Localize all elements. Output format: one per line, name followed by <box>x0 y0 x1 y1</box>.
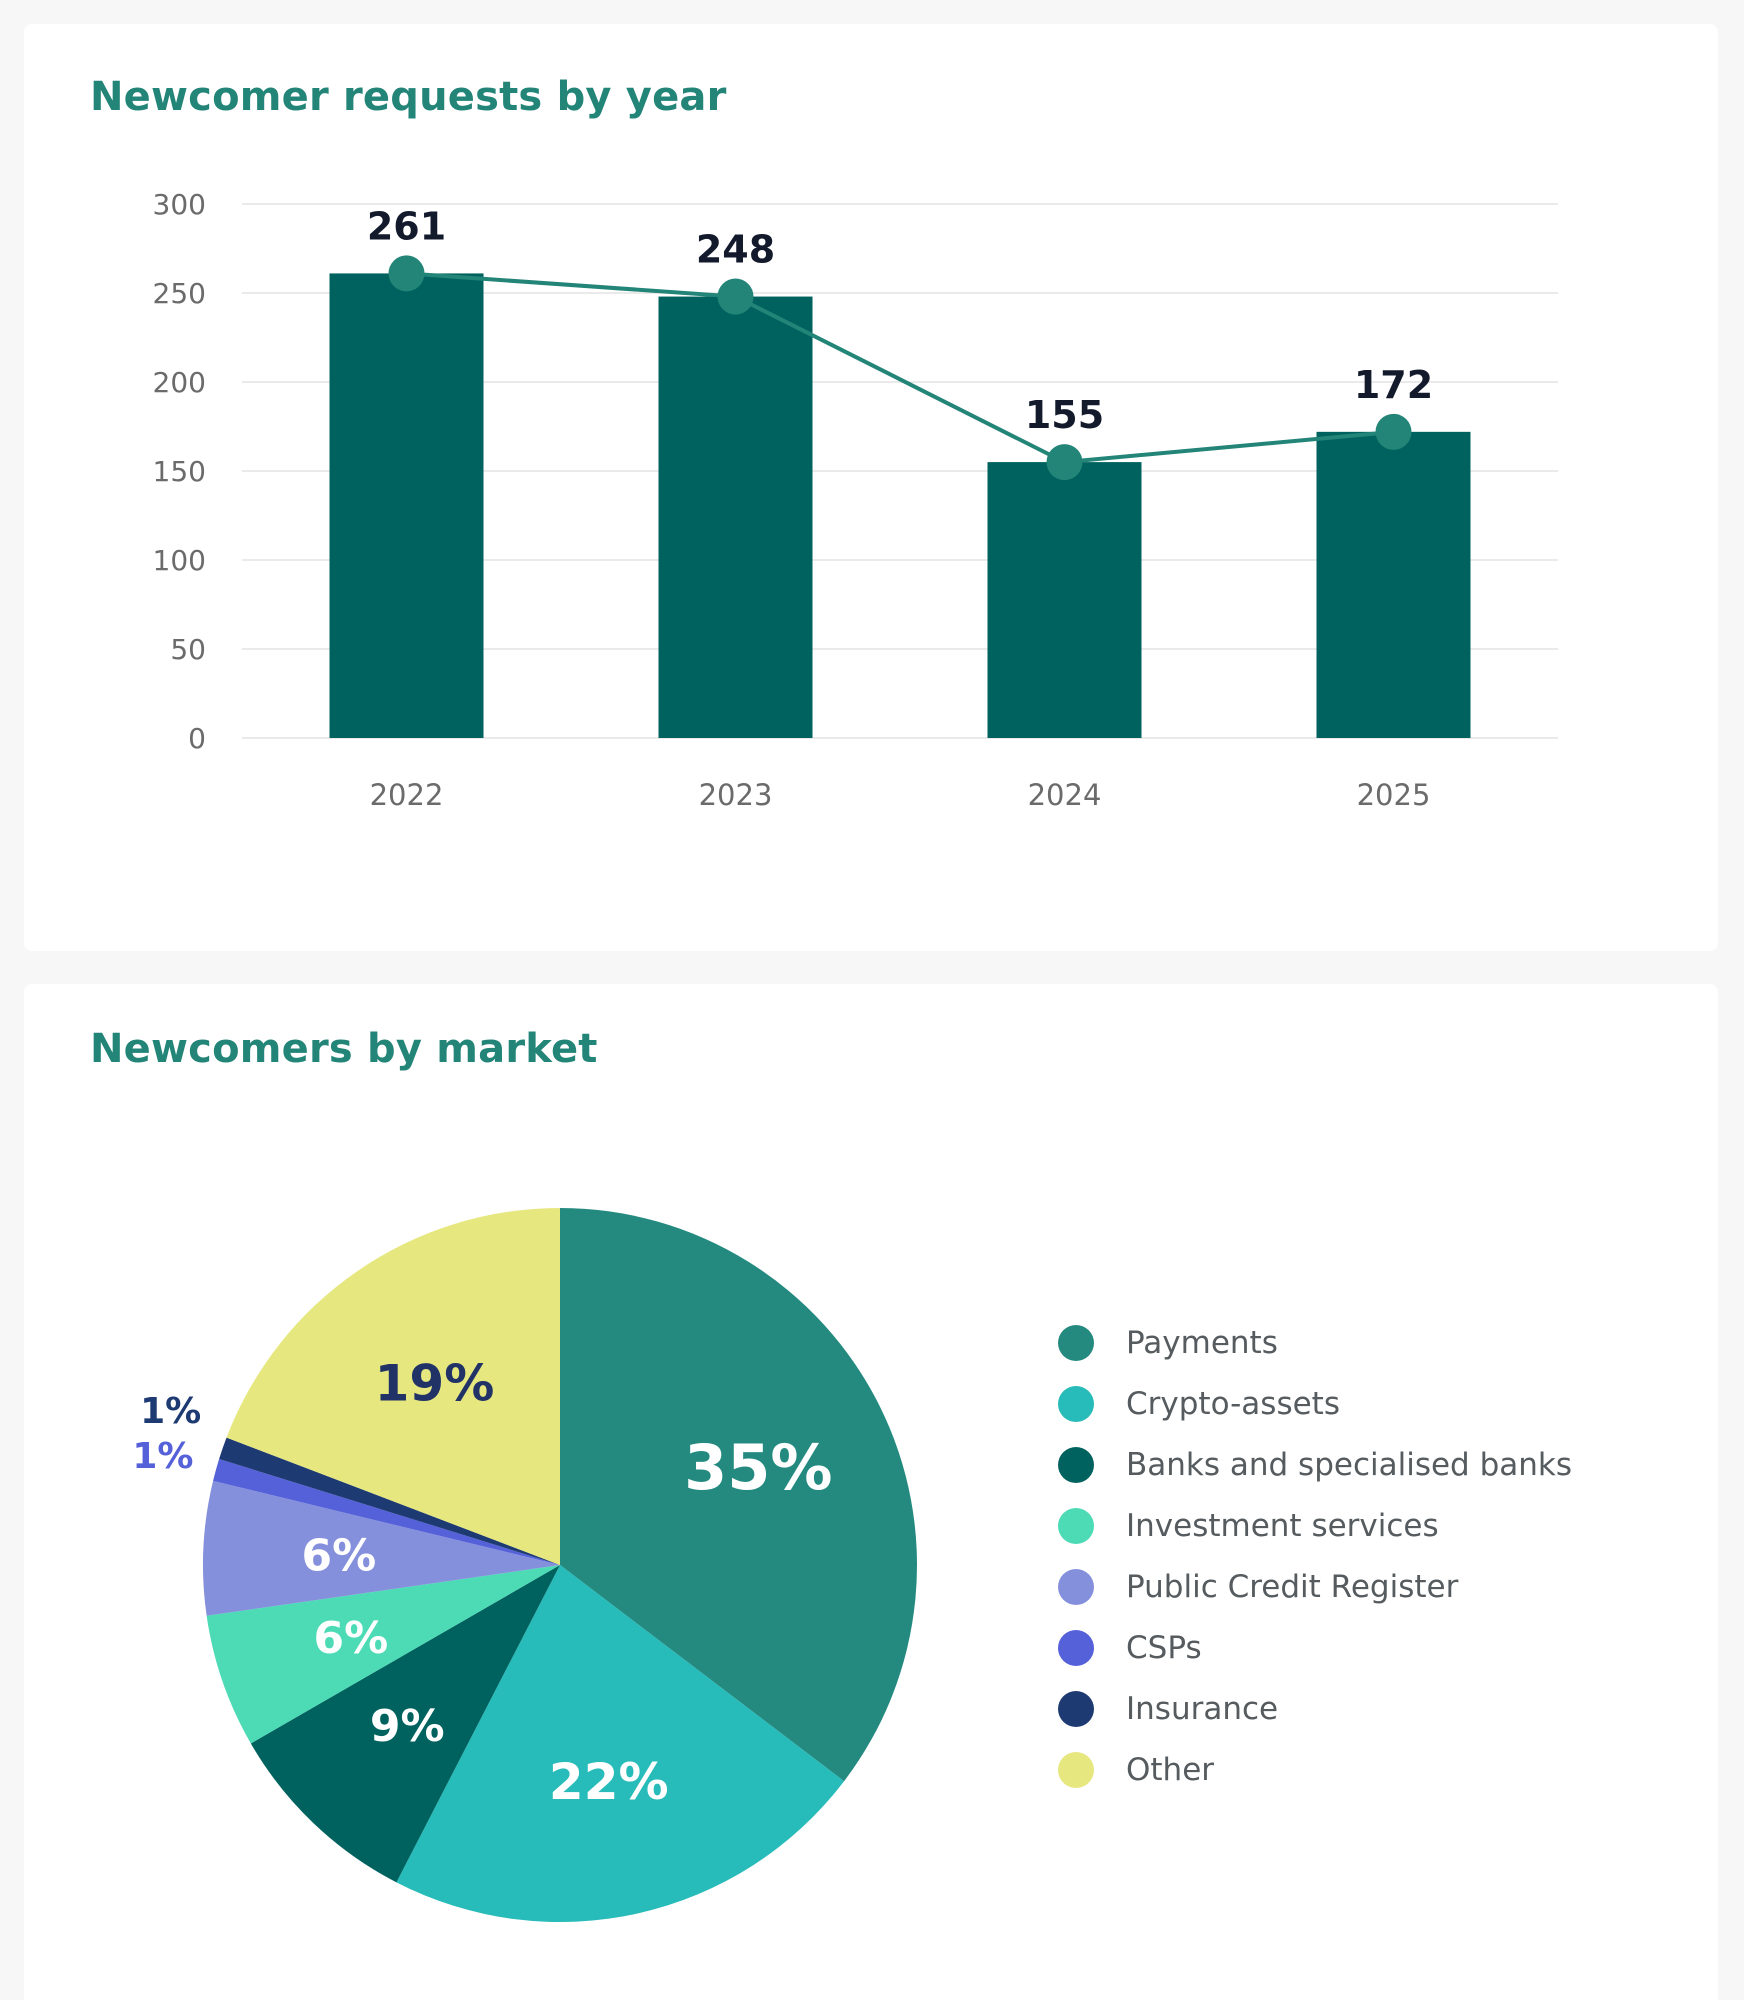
pie-slice-label: 6% <box>313 1613 388 1664</box>
bar <box>658 296 813 738</box>
x-tick-label: 2024 <box>1028 778 1102 812</box>
legend-label: CSPs <box>1126 1629 1202 1666</box>
y-tick-label: 50 <box>170 633 206 666</box>
series-line <box>406 271 1394 465</box>
data-label: 248 <box>696 228 775 272</box>
legend-item: Payments <box>1058 1312 1572 1373</box>
legend-label: Other <box>1126 1751 1215 1788</box>
pie-slice-investment-services <box>206 1565 561 1744</box>
x-tick-label: 2025 <box>1357 778 1431 812</box>
data-label: 261 <box>367 204 446 248</box>
legend-item: CSPs <box>1058 1617 1572 1678</box>
pie-slice-label: 19% <box>375 1355 495 1413</box>
pie-slice-public-credit-register <box>203 1480 560 1616</box>
x-tick-label: 2022 <box>370 778 444 812</box>
y-tick-label: 300 <box>153 188 206 221</box>
legend-swatch <box>1058 1507 1094 1544</box>
pie-slice-label: 9% <box>370 1701 445 1752</box>
pie-chart: 35% 22% 9% 6% 6% 1%1% 19% <box>132 1208 917 1922</box>
pie-chart-title: Newcomers by market <box>90 1026 598 1072</box>
line-point <box>1375 413 1412 450</box>
x-tick-label: 2023 <box>699 778 773 812</box>
pie-slice-banks-and-specialised-banks <box>250 1565 561 1883</box>
pie-slice-other <box>226 1208 560 1565</box>
y-tick-label: 250 <box>153 277 206 310</box>
legend-label: Investment services <box>1126 1507 1439 1544</box>
legend-item: Other <box>1058 1739 1572 1800</box>
line-point <box>717 278 754 315</box>
data-label: 172 <box>1354 363 1433 407</box>
pie-slice-label: 22% <box>549 1753 669 1811</box>
y-tick-label: 200 <box>153 366 206 399</box>
line-point <box>1046 444 1083 481</box>
bar <box>329 273 484 738</box>
legend-item: Banks and specialised banks <box>1058 1434 1572 1495</box>
legend-swatch <box>1058 1568 1094 1605</box>
legend-label: Crypto-assets <box>1126 1385 1340 1422</box>
pie-slice-label: 35% <box>684 1431 832 1504</box>
y-tick-label: 0 <box>188 722 206 755</box>
bar <box>1316 431 1471 738</box>
legend-swatch <box>1058 1690 1094 1727</box>
legend-swatch <box>1058 1324 1094 1361</box>
bar-chart: 0 50 100 150 200 250 300 2022 2023 2024 2025 261 248… <box>153 188 1558 812</box>
legend-item: Public Credit Register <box>1058 1556 1572 1617</box>
pie-slice-payments <box>560 1208 917 1782</box>
pie-chart-card: Newcomers by market 35% 22% 9% 6% 6% 1% 1% 19% … <box>24 984 1718 2000</box>
legend-swatch <box>1058 1385 1094 1422</box>
legend-item: Crypto-assets <box>1058 1373 1572 1434</box>
pie-slice-label: 6% <box>302 1530 377 1581</box>
pie-slice-insurance <box>219 1437 560 1565</box>
y-tick-label: 150 <box>153 455 206 488</box>
legend-label: Insurance <box>1126 1690 1279 1727</box>
legend-item: Investment services <box>1058 1495 1572 1556</box>
bar-chart-title: Newcomer requests by year <box>90 74 727 120</box>
bar-chart-card: Newcomer requests by year 0 50 100 150 200 25… <box>24 24 1718 951</box>
bar <box>987 462 1142 738</box>
legend-label: Public Credit Register <box>1126 1568 1459 1605</box>
legend-swatch <box>1058 1629 1094 1666</box>
pie-slice-label: 1% <box>140 1391 201 1432</box>
pie-slice-label: 1% <box>132 1436 193 1477</box>
legend-label: Banks and specialised banks <box>1126 1446 1573 1483</box>
legend-label: Payments <box>1126 1324 1278 1361</box>
legend-swatch <box>1058 1751 1094 1788</box>
legend-item: Insurance <box>1058 1678 1572 1739</box>
y-tick-label: 100 <box>153 544 206 577</box>
line-point <box>388 255 425 292</box>
data-label: 155 <box>1025 393 1104 437</box>
pie-slice-csps <box>213 1458 560 1565</box>
pie-legend: Payments Crypto-assets Banks and specialis… <box>1058 1312 1572 1800</box>
legend-swatch <box>1058 1446 1094 1483</box>
pie-slice-crypto-assets <box>396 1565 845 1922</box>
